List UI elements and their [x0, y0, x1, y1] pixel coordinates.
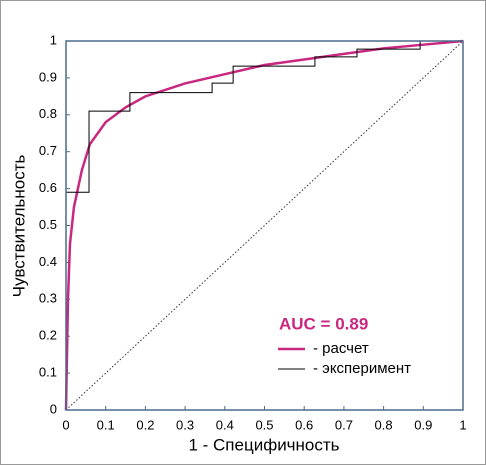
- y-axis-title: Чувствительность: [9, 154, 28, 297]
- legend-label: - эксперимент: [313, 360, 411, 377]
- y-tick-label: 0: [50, 401, 57, 416]
- x-tick-label: 0.7: [335, 417, 353, 432]
- y-tick-label: 0.2: [39, 328, 57, 343]
- x-tick-label: 1: [459, 417, 466, 432]
- plot-frame: [65, 40, 464, 411]
- y-tick-label: 0.9: [39, 69, 57, 84]
- x-tick-label: 0.8: [375, 417, 393, 432]
- x-tick-label: 0.2: [136, 417, 154, 432]
- x-tick-label: 0.9: [414, 417, 432, 432]
- y-tick-label: 0.3: [39, 291, 57, 306]
- y-tick-label: 0.4: [39, 254, 57, 269]
- x-tick-label: 0.1: [97, 417, 115, 432]
- y-tick-label: 0.8: [39, 106, 57, 121]
- annotation: AUC = 0.89: [279, 314, 368, 333]
- series-line: [65, 40, 463, 410]
- x-axis-title: 1 - Специфичность: [188, 435, 339, 454]
- diagonal: [65, 40, 464, 411]
- y-tick-label: 0.5: [39, 217, 57, 232]
- y-tick-label: 0.1: [39, 365, 57, 380]
- x-tick-label: 0.4: [216, 417, 234, 432]
- x-tick-label: 0.5: [255, 417, 273, 432]
- y-tick-label: 1: [50, 32, 57, 47]
- x-tick-label: 0: [62, 417, 69, 432]
- x-tick-label: 0.6: [295, 417, 313, 432]
- legend-label: - расчет: [313, 340, 369, 357]
- x-tick-label: 0.3: [176, 417, 194, 432]
- y-tick-label: 0.7: [39, 143, 57, 158]
- y-tick-label: 0.6: [39, 180, 57, 195]
